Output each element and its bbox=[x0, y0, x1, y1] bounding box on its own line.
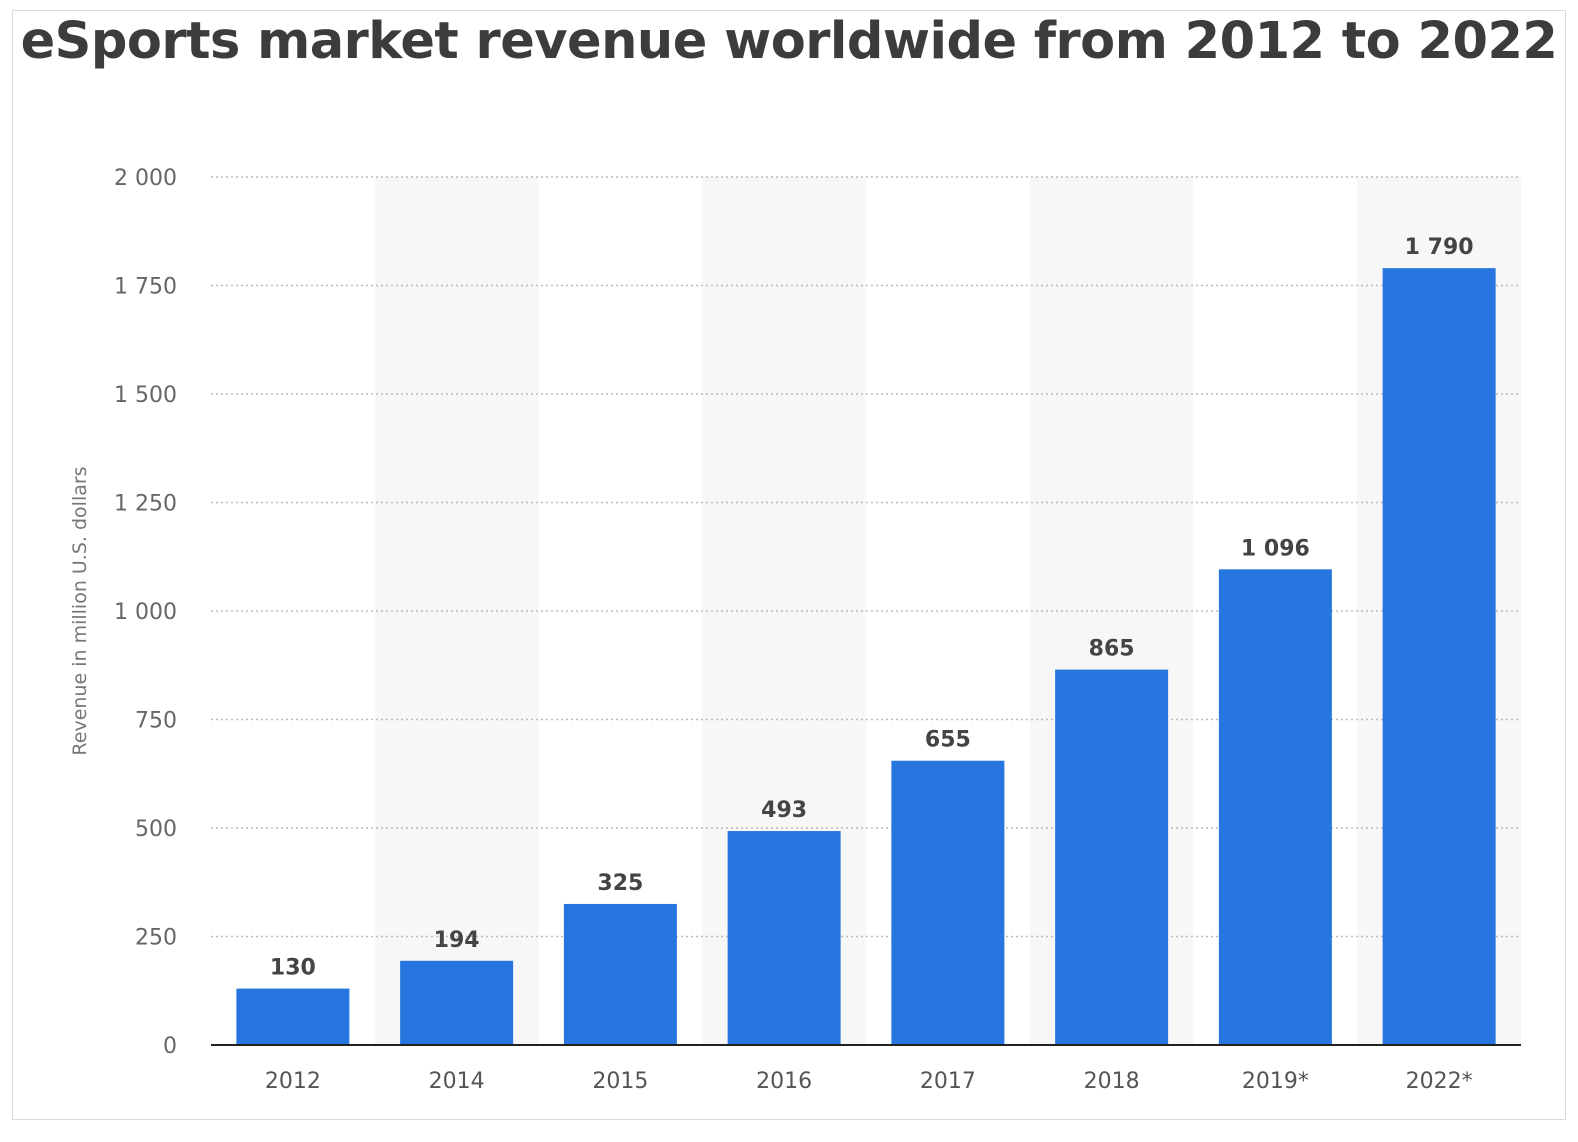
bar bbox=[1055, 669, 1169, 1045]
y-tick-label: 1 750 bbox=[114, 275, 177, 300]
data-label: 325 bbox=[597, 871, 643, 896]
x-tick-label: 2017 bbox=[920, 1069, 976, 1094]
bar bbox=[563, 903, 677, 1045]
y-tick-label: 0 bbox=[163, 1034, 177, 1059]
x-tick-label: 2022* bbox=[1406, 1069, 1473, 1094]
x-tick-label: 2016 bbox=[756, 1069, 812, 1094]
y-tick-label: 250 bbox=[135, 926, 177, 951]
data-label: 493 bbox=[761, 798, 807, 823]
y-tick-label: 500 bbox=[135, 817, 177, 842]
data-label: 1 096 bbox=[1241, 536, 1310, 561]
bar bbox=[1218, 569, 1332, 1045]
bar bbox=[891, 760, 1005, 1045]
y-axis-ticks: 0 250 500 750 1 000 1 250 1 500 1 750 2 000 bbox=[114, 166, 177, 1059]
bar bbox=[400, 960, 514, 1045]
x-tick-label: 2019* bbox=[1242, 1069, 1309, 1094]
data-label: 655 bbox=[925, 728, 971, 753]
x-tick-label: 2012 bbox=[265, 1069, 321, 1094]
y-tick-label: 1 250 bbox=[114, 492, 177, 517]
data-label: 1 790 bbox=[1405, 235, 1474, 260]
y-tick-label: 2 000 bbox=[114, 166, 177, 191]
x-tick-label: 2015 bbox=[592, 1069, 648, 1094]
data-labels: 130 194 325 493 655 865 1 096 1 790 bbox=[270, 235, 1474, 980]
bar bbox=[1382, 268, 1496, 1045]
bars bbox=[236, 268, 1496, 1045]
x-tick-label: 2014 bbox=[429, 1069, 485, 1094]
data-label: 130 bbox=[270, 956, 316, 981]
data-label: 194 bbox=[434, 928, 480, 953]
y-tick-label: 1 500 bbox=[114, 383, 177, 408]
bar bbox=[236, 988, 350, 1045]
y-tick-label: 750 bbox=[135, 709, 177, 734]
x-tick-label: 2018 bbox=[1084, 1069, 1140, 1094]
data-label: 865 bbox=[1089, 637, 1135, 662]
bar bbox=[727, 831, 841, 1045]
y-axis-label: Revenue in million U.S. dollars bbox=[69, 466, 91, 755]
chart-title: eSports market revenue worldwide from 20… bbox=[20, 12, 1558, 71]
y-tick-label: 1 000 bbox=[114, 600, 177, 625]
x-axis-ticks: 2012 2014 2015 2016 2017 2018 2019* 2022* bbox=[265, 1069, 1473, 1094]
